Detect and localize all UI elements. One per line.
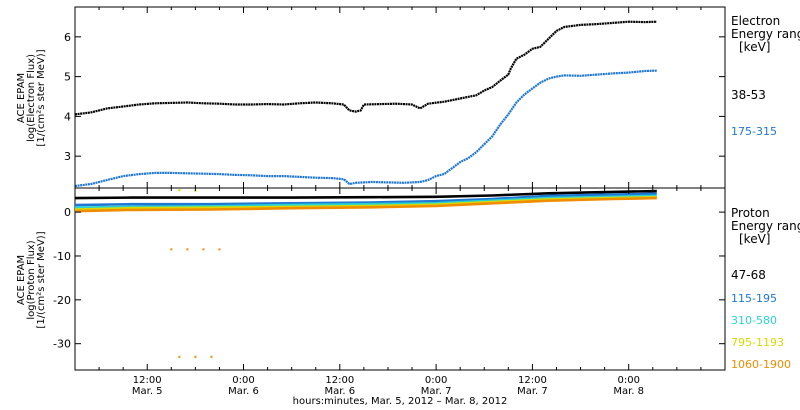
electron-ytick-label: 6 xyxy=(64,31,71,44)
x-tick-label-date: Mar. 7 xyxy=(517,386,548,397)
proton-scatter-point xyxy=(170,248,173,251)
electron-y-label: ACE EPAM log(Electron Flux) [1/(cm²s ste… xyxy=(16,49,47,146)
proton-ylabel-line-3: [1/(cm²s ster MeV)] xyxy=(36,231,47,328)
x-axis-title: hours:minutes, Mar. 5, 2012 – Mar. 8, 20… xyxy=(293,396,508,407)
x-tick-label-time: 12:00 xyxy=(133,375,162,386)
electron-series-group xyxy=(74,20,657,188)
electron-series-175-315 xyxy=(74,69,657,188)
x-tick-label-time: 12:00 xyxy=(518,375,547,386)
proton-scatter-point xyxy=(186,248,189,251)
proton-series-group xyxy=(74,189,657,213)
electron-ylabel-line-2: log(Electron Flux) xyxy=(26,54,37,142)
electron-legend-title-1: Electron xyxy=(731,14,780,28)
x-tick-label-date: Mar. 5 xyxy=(132,386,163,397)
electron-series-38-53 xyxy=(74,20,657,116)
electron-legend-title-3: [keV] xyxy=(739,40,770,54)
proton-scatter-point xyxy=(178,189,181,192)
electron-ytick-label: 4 xyxy=(64,110,71,123)
proton-scatter-point xyxy=(218,248,221,251)
proton-legend: Proton Energy ranges [keV] 47-68 115-195… xyxy=(731,206,800,371)
proton-y-axis: 0 -10 -20 -30 xyxy=(53,206,725,351)
electron-ylabel-line-1: ACE EPAM xyxy=(16,73,27,123)
x-tick-label-date: Mar. 6 xyxy=(228,386,259,397)
proton-scatter-point xyxy=(194,355,197,358)
proton-ylabel-line-1: ACE EPAM xyxy=(16,255,27,305)
proton-scatter-group xyxy=(170,189,221,358)
proton-series-47-68 xyxy=(74,189,657,200)
proton-scatter-point xyxy=(202,248,205,251)
proton-scatter-point xyxy=(210,355,213,358)
x-tick-label-time: 0:00 xyxy=(425,375,447,386)
electron-y-axis: 3 4 5 6 xyxy=(64,31,725,163)
electron-ytick-label: 5 xyxy=(64,71,71,84)
x-tick-label-date: Mar. 7 xyxy=(421,386,452,397)
proton-ytick-label: -20 xyxy=(53,294,71,307)
proton-scatter-point xyxy=(178,355,181,358)
proton-series-1060-1900 xyxy=(74,196,657,213)
x-tick-label-time: 0:00 xyxy=(232,375,254,386)
proton-legend-title-1: Proton xyxy=(731,206,770,220)
proton-legend-item-2: 310-580 xyxy=(731,314,777,327)
proton-ytick-label: 0 xyxy=(64,206,71,219)
x-tick-label-date: Mar. 8 xyxy=(613,386,644,397)
electron-ylabel-line-3: [1/(cm²s ster MeV)] xyxy=(36,49,47,146)
electron-legend-item-0: 38-53 xyxy=(731,88,766,102)
x-tick-label-time: 0:00 xyxy=(617,375,639,386)
proton-legend-title-2: Energy ranges xyxy=(731,219,800,233)
proton-plot-frame xyxy=(74,187,726,371)
proton-series-115-195 xyxy=(74,192,657,207)
proton-ylabel-line-2: log(Proton Flux) xyxy=(26,240,37,319)
electron-ytick-label: 3 xyxy=(64,150,71,163)
proton-legend-item-1: 115-195 xyxy=(731,292,777,305)
electron-legend-item-1: 175-315 xyxy=(731,125,777,138)
proton-legend-title-3: [keV] xyxy=(739,232,770,246)
proton-y-label: ACE EPAM log(Proton Flux) [1/(cm²s ster … xyxy=(16,231,47,328)
proton-legend-item-4: 1060-1900 xyxy=(731,358,791,371)
electron-legend-title-2: Energy ranges xyxy=(731,27,800,41)
electron-legend: Electron Energy ranges [keV] 38-53 175-3… xyxy=(731,14,800,138)
x-tick-label-time: 12:00 xyxy=(325,375,354,386)
electron-plot-frame xyxy=(74,6,726,189)
proton-ytick-label: -10 xyxy=(53,250,71,263)
proton-ytick-label: -30 xyxy=(53,338,71,351)
proton-legend-item-0: 47-68 xyxy=(731,268,766,282)
x-tick-label-date: Mar. 6 xyxy=(324,386,355,397)
proton-legend-item-3: 795-1193 xyxy=(731,336,784,349)
